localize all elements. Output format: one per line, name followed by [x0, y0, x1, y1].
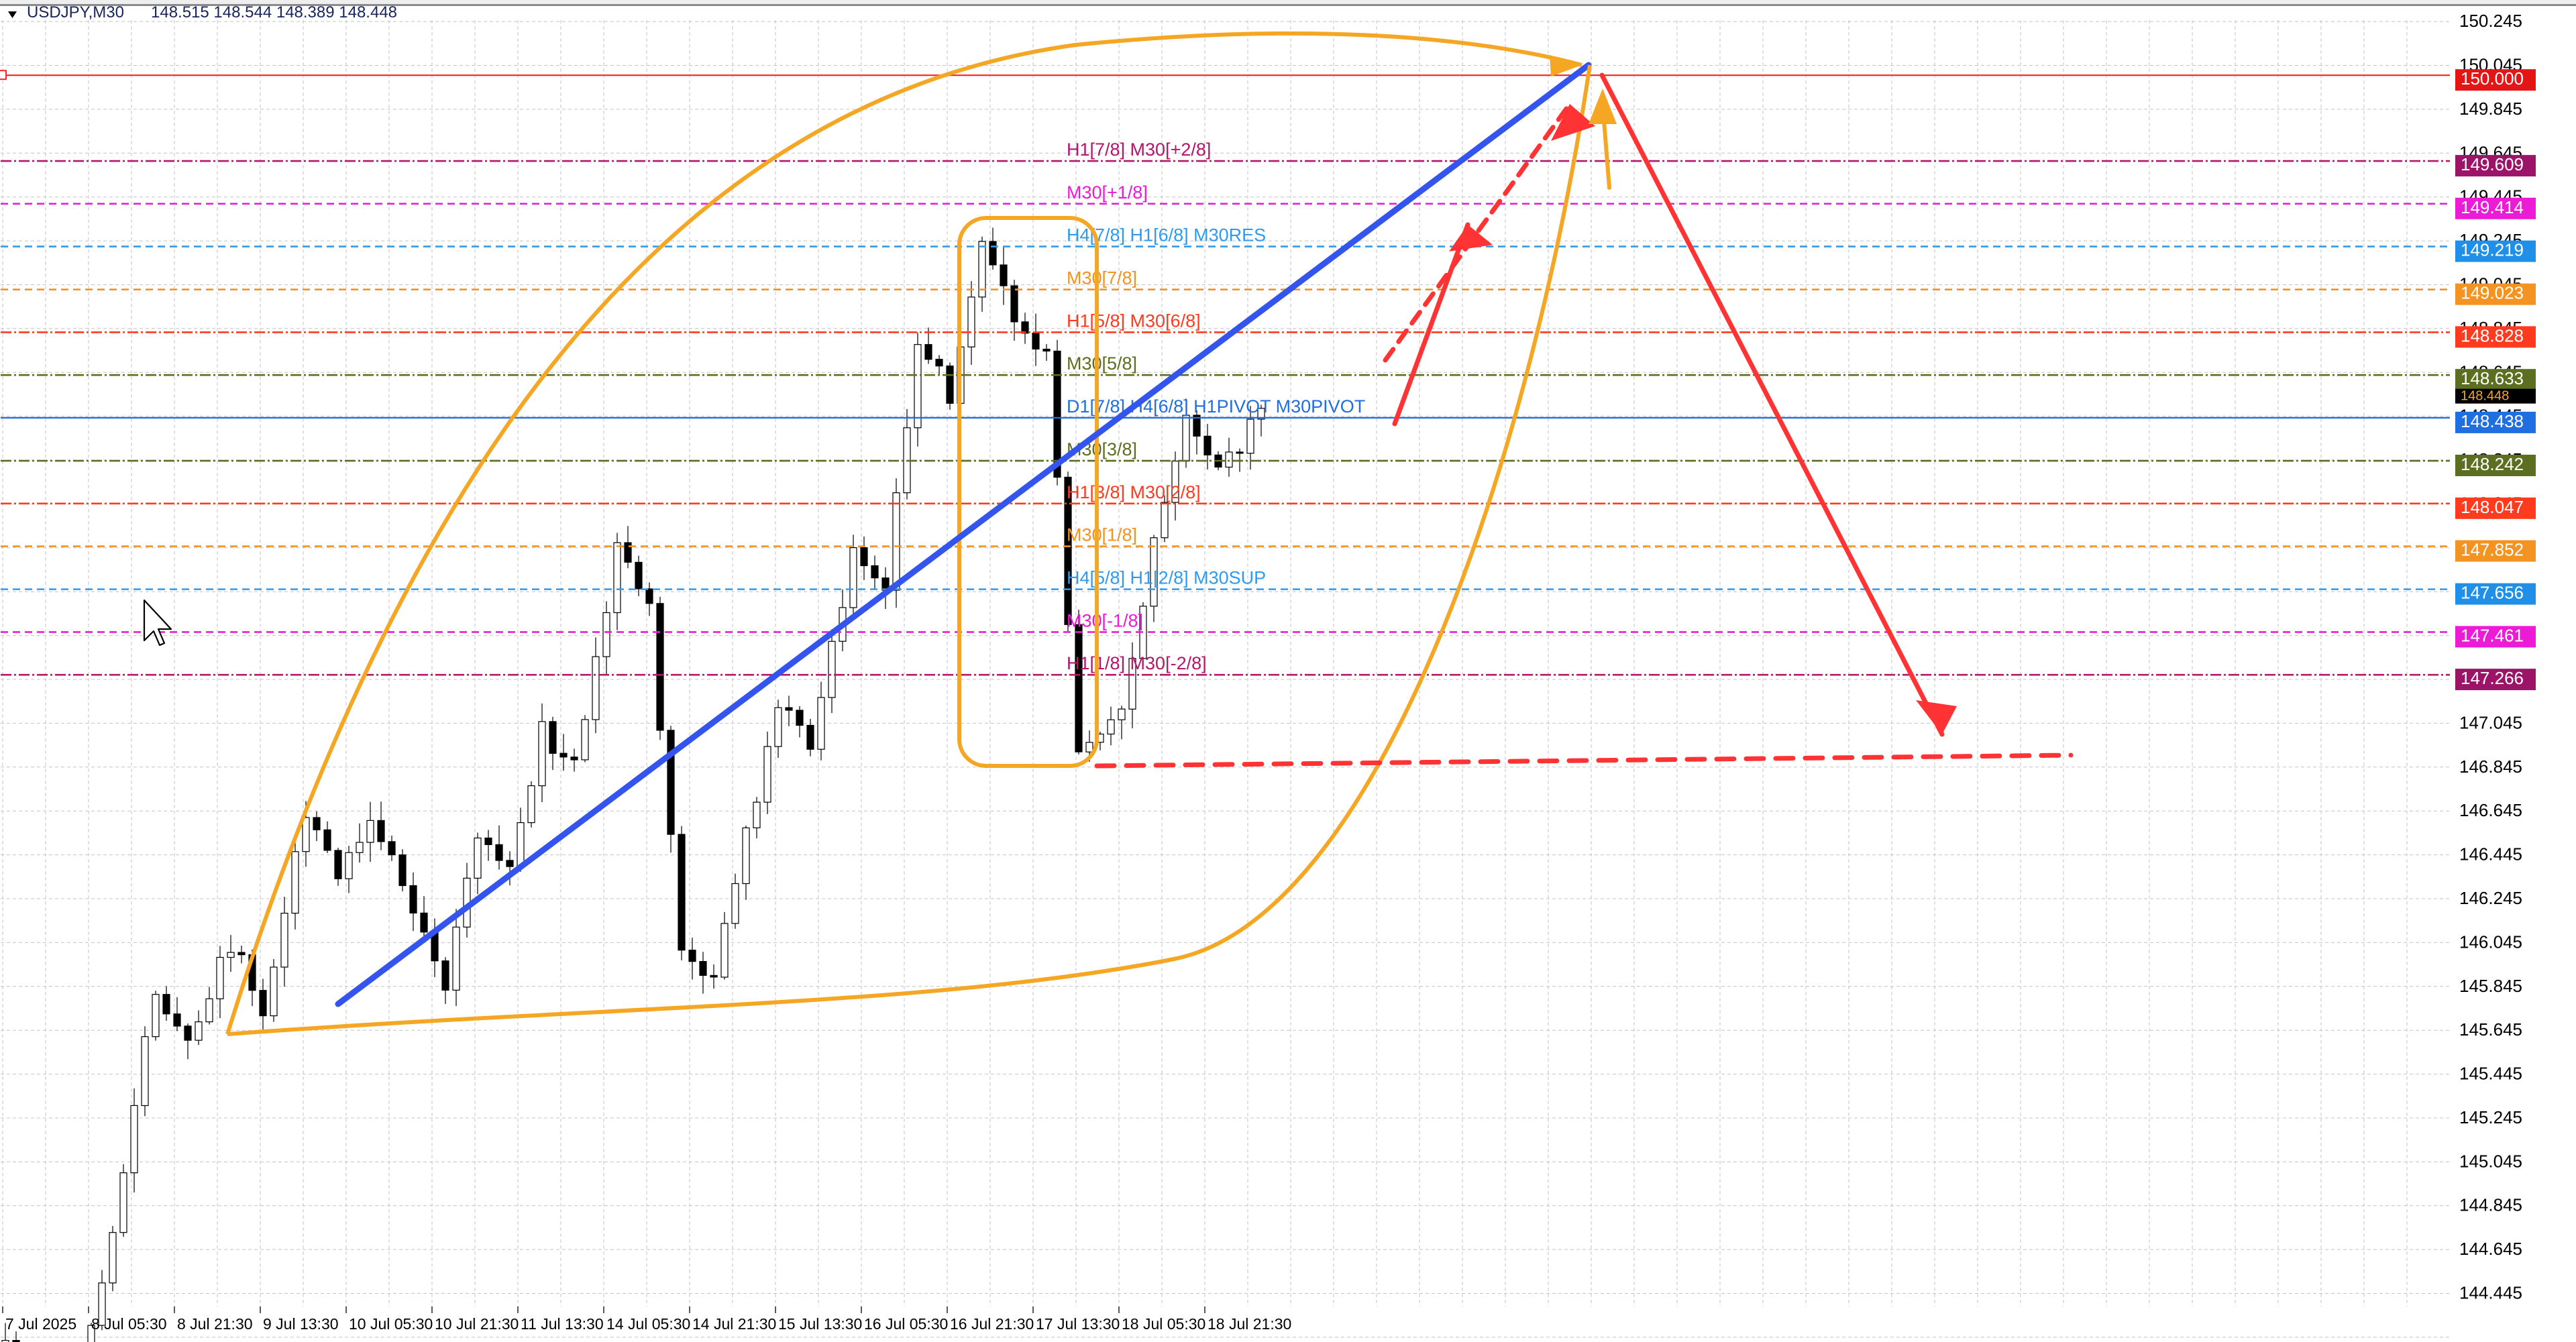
svg-text:16 Jul 05:30: 16 Jul 05:30	[864, 1315, 948, 1333]
svg-text:D1[7/8] H4[6/8] H1PIVOT M30PIV: D1[7/8] H4[6/8] H1PIVOT M30PIVOT	[1067, 396, 1365, 416]
svg-text:H1[1/8] M30[-2/8]: H1[1/8] M30[-2/8]	[1067, 653, 1207, 673]
svg-text:148.828: 148.828	[2461, 325, 2524, 345]
svg-text:145.045: 145.045	[2459, 1151, 2522, 1171]
svg-text:149.609: 149.609	[2461, 154, 2524, 174]
svg-text:H1[3/8] M30[2/8]: H1[3/8] M30[2/8]	[1067, 482, 1201, 502]
svg-text:146.845: 146.845	[2459, 757, 2522, 777]
svg-text:148.047: 148.047	[2461, 497, 2524, 517]
svg-text:18 Jul 05:30: 18 Jul 05:30	[1122, 1315, 1205, 1333]
svg-text:150.245: 150.245	[2459, 11, 2522, 31]
svg-text:144.845: 144.845	[2459, 1195, 2522, 1215]
svg-text:146.045: 146.045	[2459, 932, 2522, 952]
svg-text:14 Jul 21:30: 14 Jul 21:30	[692, 1315, 776, 1333]
svg-text:148.448: 148.448	[2461, 389, 2509, 404]
svg-text:M30[+1/8]: M30[+1/8]	[1067, 182, 1148, 203]
svg-text:146.245: 146.245	[2459, 888, 2522, 908]
svg-text:USDJPY,M30: USDJPY,M30	[27, 3, 124, 21]
svg-text:M30[5/8]: M30[5/8]	[1067, 353, 1137, 374]
svg-text:146.645: 146.645	[2459, 800, 2522, 820]
svg-text:150.000: 150.000	[2461, 68, 2524, 89]
svg-text:10 Jul 21:30: 10 Jul 21:30	[435, 1315, 519, 1333]
svg-text:M30[-1/8]: M30[-1/8]	[1067, 610, 1143, 630]
svg-text:148.242: 148.242	[2461, 454, 2524, 474]
svg-text:17 Jul 13:30: 17 Jul 13:30	[1036, 1315, 1120, 1333]
svg-text:146.445: 146.445	[2459, 844, 2522, 864]
svg-text:149.845: 149.845	[2459, 99, 2522, 119]
svg-text:M30[1/8]: M30[1/8]	[1067, 525, 1137, 545]
svg-text:145.645: 145.645	[2459, 1019, 2522, 1040]
svg-text:9 Jul 13:30: 9 Jul 13:30	[263, 1315, 339, 1333]
svg-text:147.461: 147.461	[2461, 625, 2524, 645]
svg-text:7 Jul 2025: 7 Jul 2025	[5, 1315, 76, 1333]
svg-text:14 Jul 05:30: 14 Jul 05:30	[606, 1315, 690, 1333]
svg-text:H1[5/8] M30[6/8]: H1[5/8] M30[6/8]	[1067, 311, 1201, 331]
svg-text:18 Jul 21:30: 18 Jul 21:30	[1208, 1315, 1291, 1333]
svg-text:148.438: 148.438	[2461, 411, 2524, 431]
svg-text:145.445: 145.445	[2459, 1064, 2522, 1084]
svg-text:147.656: 147.656	[2461, 583, 2524, 603]
svg-text:148.515 148.544 148.389 148.44: 148.515 148.544 148.389 148.448	[151, 3, 397, 21]
svg-text:149.219: 149.219	[2461, 240, 2524, 260]
svg-text:149.414: 149.414	[2461, 197, 2524, 217]
svg-text:145.245: 145.245	[2459, 1107, 2522, 1127]
svg-text:M30[7/8]: M30[7/8]	[1067, 268, 1137, 288]
svg-text:147.852: 147.852	[2461, 540, 2524, 560]
svg-text:148.633: 148.633	[2461, 368, 2524, 388]
svg-text:8 Jul 05:30: 8 Jul 05:30	[91, 1315, 167, 1333]
svg-text:16 Jul 21:30: 16 Jul 21:30	[950, 1315, 1034, 1333]
svg-text:H1[7/8] M30[+2/8]: H1[7/8] M30[+2/8]	[1067, 139, 1211, 160]
svg-text:147.266: 147.266	[2461, 668, 2524, 688]
svg-text:144.445: 144.445	[2459, 1283, 2522, 1303]
svg-text:15 Jul 13:30: 15 Jul 13:30	[778, 1315, 862, 1333]
svg-text:10 Jul 05:30: 10 Jul 05:30	[349, 1315, 433, 1333]
svg-text:149.023: 149.023	[2461, 283, 2524, 303]
svg-text:8 Jul 21:30: 8 Jul 21:30	[177, 1315, 253, 1333]
svg-text:144.645: 144.645	[2459, 1239, 2522, 1259]
svg-text:11 Jul 13:30: 11 Jul 13:30	[521, 1315, 604, 1333]
svg-text:145.845: 145.845	[2459, 976, 2522, 996]
svg-text:147.045: 147.045	[2459, 712, 2522, 732]
